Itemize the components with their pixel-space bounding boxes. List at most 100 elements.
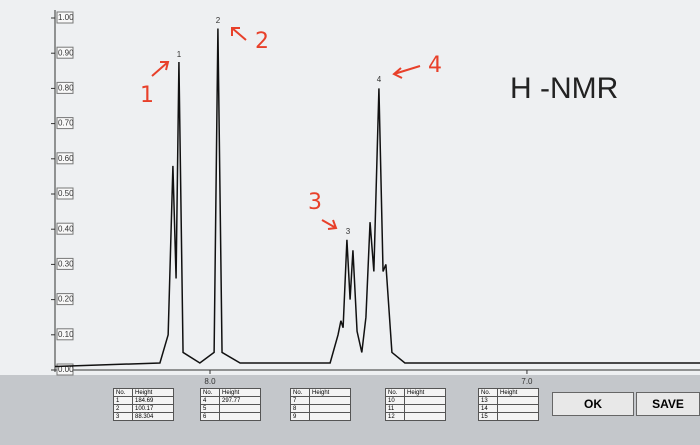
peak-label: 4 <box>377 75 382 84</box>
table-cell <box>309 396 351 405</box>
table-cell: Height <box>404 388 446 397</box>
annotation: 2 <box>255 29 269 54</box>
table-cell: 2 <box>113 404 133 413</box>
spectrum-line <box>54 28 700 368</box>
peak-label: 3 <box>346 227 351 236</box>
y-tick-box <box>56 81 74 94</box>
y-tick-box <box>56 11 74 24</box>
y-tick-box <box>56 187 74 200</box>
table-cell: 15 <box>478 412 498 421</box>
table-cell: 6 <box>200 412 220 421</box>
table-cell: 13 <box>478 396 498 405</box>
table-cell: 12 <box>385 412 405 421</box>
y-tick-box <box>56 222 74 235</box>
table-row: 9 <box>290 412 351 421</box>
annotation: 1 <box>140 83 154 108</box>
table-row: 3 88.304 <box>113 412 174 421</box>
y-tick-box <box>56 152 74 165</box>
table-cell: No. <box>200 388 220 397</box>
table-cell: Height <box>219 388 261 397</box>
table-cell: No. <box>290 388 310 397</box>
y-tick-box <box>56 117 74 130</box>
arrow <box>231 27 247 41</box>
table-cell <box>497 404 539 413</box>
table-row: 12 <box>385 412 446 421</box>
table-cell: 7 <box>290 396 310 405</box>
button[interactable]: OK <box>552 392 634 416</box>
table-cell: Height <box>132 388 174 397</box>
table-row: 7 <box>290 396 351 405</box>
x-tick-label: 8.0 <box>204 377 216 386</box>
table-row: 10 <box>385 396 446 405</box>
table-cell: 184.69 <box>132 396 174 405</box>
y-tick-label: 0.40 <box>58 224 74 233</box>
button[interactable]: SAVE <box>636 392 700 416</box>
table-row: 15 <box>478 412 539 421</box>
table-cell: 88.304 <box>132 412 174 421</box>
table-cell <box>309 412 351 421</box>
table-row: 13 <box>478 396 539 405</box>
table-cell <box>219 412 261 421</box>
peak-table: No. Height 10 11 12 <box>385 388 446 421</box>
y-tick-label: 0.70 <box>58 119 74 128</box>
table-row: No. Height <box>113 388 174 397</box>
table-cell: 5 <box>200 404 220 413</box>
table-cell: Height <box>309 388 351 397</box>
table-row: 5 <box>200 404 261 413</box>
y-tick-label: 0.80 <box>58 84 74 93</box>
arrow <box>151 61 170 77</box>
y-tick-label: 1.00 <box>58 13 74 22</box>
y-tick-label: 0.20 <box>58 295 74 304</box>
table-row: 14 <box>478 404 539 413</box>
x-tick-label: 7.0 <box>521 377 533 386</box>
y-tick-box <box>56 257 74 270</box>
y-tick-box <box>56 328 74 341</box>
table-cell: 9 <box>290 412 310 421</box>
table-row: 6 <box>200 412 261 421</box>
peak-table: No. Height 7 8 9 <box>290 388 351 421</box>
table-cell: 1 <box>113 396 133 405</box>
y-tick-box <box>56 293 74 306</box>
y-tick-label: 0.30 <box>58 260 74 269</box>
y-tick-label: 0.60 <box>58 154 74 163</box>
table-row: No. Height <box>478 388 539 397</box>
arrow <box>392 65 421 79</box>
table-cell <box>219 404 261 413</box>
table-row: 8 <box>290 404 351 413</box>
table-cell <box>497 396 539 405</box>
annotation: 4 <box>428 53 442 78</box>
peak-table: No. Height 13 14 15 <box>478 388 539 421</box>
y-tick-label: 0.10 <box>58 330 74 339</box>
peak-label: 1 <box>177 50 182 59</box>
table-cell: No. <box>385 388 405 397</box>
table-cell: 297.77 <box>219 396 261 405</box>
table-cell: 8 <box>290 404 310 413</box>
table-cell: 100.17 <box>132 404 174 413</box>
table-cell: 10 <box>385 396 405 405</box>
table-row: No. Height <box>290 388 351 397</box>
annotation: H -NMR <box>510 72 618 105</box>
arrow <box>321 219 338 230</box>
table-cell: No. <box>113 388 133 397</box>
table-cell <box>404 396 446 405</box>
table-row: 11 <box>385 404 446 413</box>
y-tick-box <box>56 363 74 376</box>
table-row: 4 297.77 <box>200 396 261 405</box>
table-cell: Height <box>497 388 539 397</box>
y-tick-box <box>56 46 74 59</box>
table-cell: 11 <box>385 404 405 413</box>
table-cell <box>309 404 351 413</box>
y-tick-label: 0.90 <box>58 48 74 57</box>
table-cell <box>404 412 446 421</box>
table-row: No. Height <box>385 388 446 397</box>
peak-table: No. Height 1 184.69 2 100.17 3 88.304 <box>113 388 174 421</box>
table-row: 1 184.69 <box>113 396 174 405</box>
table-row: No. Height <box>200 388 261 397</box>
table-cell <box>404 404 446 413</box>
table-cell: 4 <box>200 396 220 405</box>
plot-bg <box>0 0 700 380</box>
y-tick-label: 0.50 <box>58 189 74 198</box>
peak-label: 2 <box>216 16 221 25</box>
